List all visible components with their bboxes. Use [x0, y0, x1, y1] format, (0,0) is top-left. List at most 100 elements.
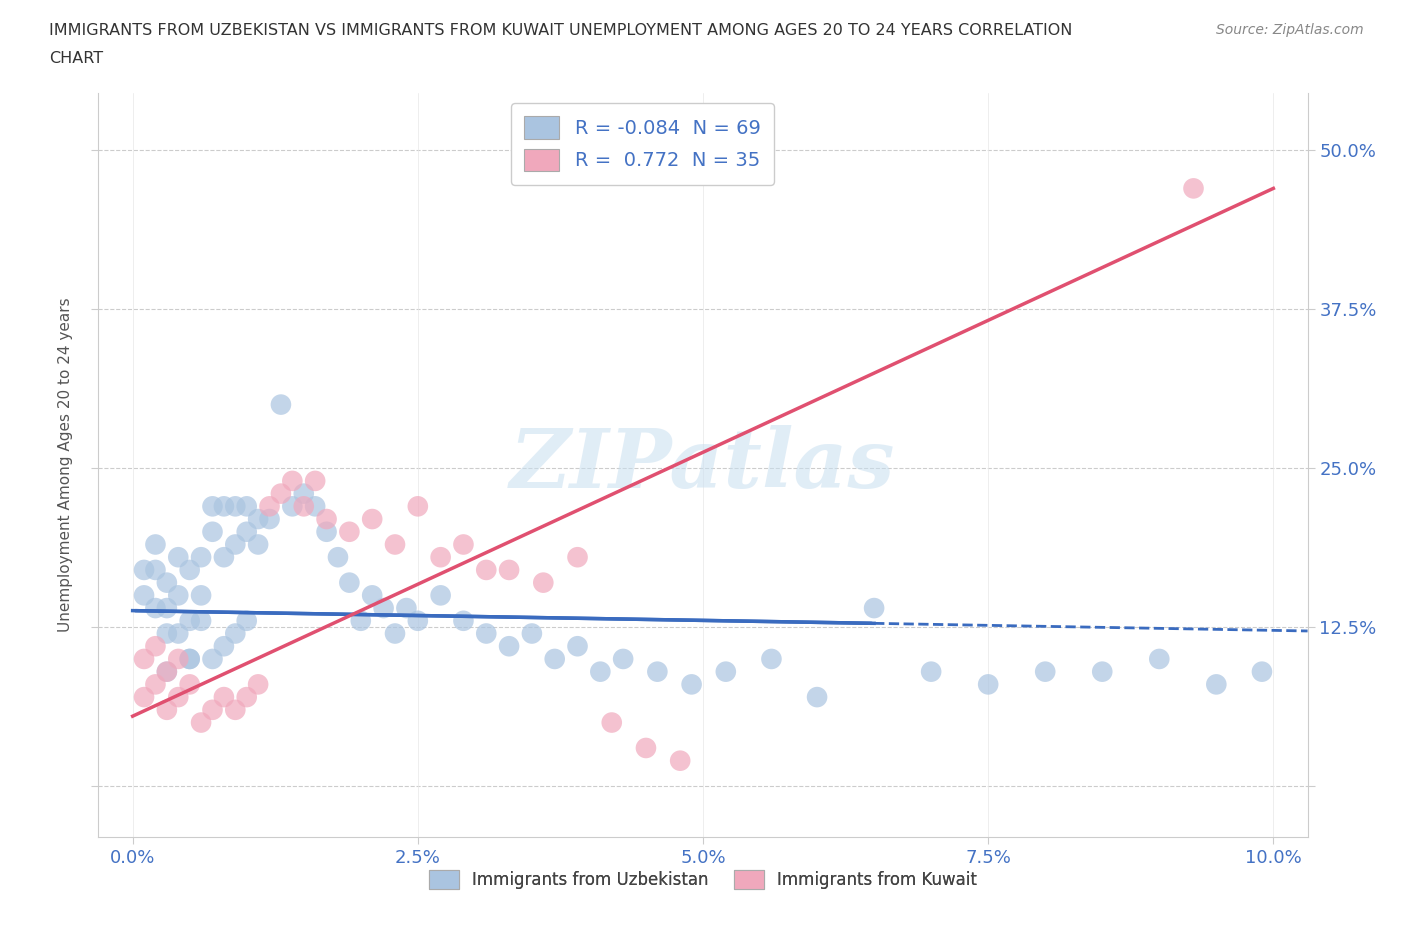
Point: [384, 626, 406, 641]
Point: [259, 512, 281, 526]
Text: Source: ZipAtlas.com: Source: ZipAtlas.com: [1216, 23, 1364, 37]
Point: [132, 563, 155, 578]
Point: [247, 537, 270, 551]
Point: [612, 652, 634, 667]
Point: [600, 715, 623, 730]
Point: [281, 473, 304, 488]
Point: [145, 677, 167, 692]
Point: [201, 498, 224, 513]
Point: [270, 486, 292, 501]
Point: [1149, 652, 1171, 667]
Point: [1033, 664, 1056, 679]
Point: [1182, 181, 1205, 196]
Point: [1091, 664, 1114, 679]
Point: [179, 652, 201, 667]
Point: [156, 626, 179, 641]
Point: [531, 575, 554, 590]
Point: [475, 563, 498, 578]
Point: [714, 664, 737, 679]
Point: [977, 677, 1000, 692]
Point: [145, 639, 167, 654]
Point: [337, 525, 360, 539]
Text: ZIPatlas: ZIPatlas: [510, 425, 896, 505]
Point: [806, 690, 828, 705]
Point: [304, 473, 326, 488]
Point: [201, 652, 224, 667]
Point: [406, 614, 429, 629]
Point: [315, 525, 337, 539]
Point: [212, 690, 235, 705]
Point: [589, 664, 612, 679]
Point: [920, 664, 942, 679]
Point: [190, 550, 212, 565]
Point: [156, 664, 179, 679]
Point: [634, 740, 657, 755]
Point: [669, 753, 692, 768]
Point: [520, 626, 543, 641]
Point: [179, 652, 201, 667]
Point: [373, 601, 395, 616]
Point: [498, 563, 520, 578]
Point: [235, 614, 257, 629]
Point: [429, 588, 451, 603]
Point: [201, 702, 224, 717]
Point: [281, 498, 304, 513]
Point: [429, 550, 451, 565]
Point: [156, 575, 179, 590]
Point: [326, 550, 349, 565]
Point: [224, 537, 246, 551]
Point: [292, 498, 315, 513]
Point: [235, 525, 257, 539]
Point: [156, 664, 179, 679]
Point: [1205, 677, 1227, 692]
Point: [224, 626, 246, 641]
Text: CHART: CHART: [49, 51, 103, 66]
Point: [145, 563, 167, 578]
Point: [167, 588, 190, 603]
Point: [247, 512, 270, 526]
Point: [167, 550, 190, 565]
Point: [361, 588, 384, 603]
Point: [190, 588, 212, 603]
Y-axis label: Unemployment Among Ages 20 to 24 years: Unemployment Among Ages 20 to 24 years: [58, 298, 73, 632]
Point: [361, 512, 384, 526]
Point: [761, 652, 783, 667]
Point: [224, 498, 246, 513]
Point: [647, 664, 669, 679]
Point: [1251, 664, 1274, 679]
Point: [145, 601, 167, 616]
Point: [235, 690, 257, 705]
Point: [156, 702, 179, 717]
Point: [179, 614, 201, 629]
Point: [315, 512, 337, 526]
Point: [337, 575, 360, 590]
Point: [395, 601, 418, 616]
Point: [384, 537, 406, 551]
Point: [453, 614, 475, 629]
Point: [259, 498, 281, 513]
Point: [270, 397, 292, 412]
Point: [145, 537, 167, 551]
Point: [212, 550, 235, 565]
Point: [132, 588, 155, 603]
Point: [475, 626, 498, 641]
Point: [132, 652, 155, 667]
Point: [567, 639, 589, 654]
Point: [132, 690, 155, 705]
Point: [190, 715, 212, 730]
Point: [212, 498, 235, 513]
Point: [167, 652, 190, 667]
Point: [544, 652, 567, 667]
Point: [498, 639, 520, 654]
Legend: Immigrants from Uzbekistan, Immigrants from Kuwait: Immigrants from Uzbekistan, Immigrants f…: [422, 863, 984, 896]
Point: [212, 639, 235, 654]
Point: [304, 498, 326, 513]
Point: [179, 563, 201, 578]
Point: [179, 677, 201, 692]
Point: [235, 498, 257, 513]
Point: [292, 486, 315, 501]
Point: [406, 498, 429, 513]
Point: [681, 677, 703, 692]
Text: IMMIGRANTS FROM UZBEKISTAN VS IMMIGRANTS FROM KUWAIT UNEMPLOYMENT AMONG AGES 20 : IMMIGRANTS FROM UZBEKISTAN VS IMMIGRANTS…: [49, 23, 1073, 38]
Point: [350, 614, 373, 629]
